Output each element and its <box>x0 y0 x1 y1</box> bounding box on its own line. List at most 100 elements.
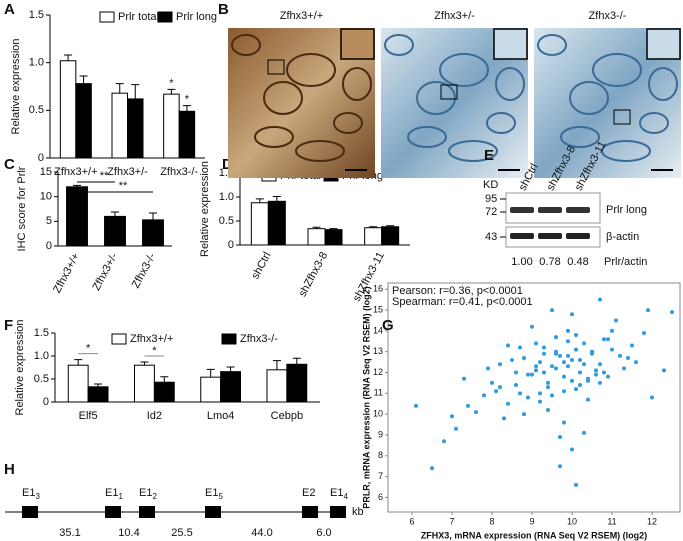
point <box>558 435 562 440</box>
marker-label: 43 <box>485 231 497 243</box>
point <box>414 403 418 408</box>
bar <box>163 93 180 159</box>
tissue <box>333 112 363 134</box>
error-bar <box>329 228 338 230</box>
band-label: Prlr long <box>606 204 647 216</box>
x-tick-label: Zfhx3+/+ <box>51 251 82 295</box>
tissue <box>342 67 372 101</box>
x-tick-label: Zfhx3-/- <box>160 166 198 178</box>
band <box>510 207 534 213</box>
point <box>570 378 574 383</box>
band <box>510 233 534 239</box>
x-tick-label: shZfhx3-8 <box>297 250 331 299</box>
y-axis-label: Relative expression <box>14 320 26 416</box>
unit-label: kb <box>352 506 364 518</box>
point <box>582 362 586 367</box>
error-bar <box>272 360 281 370</box>
point <box>606 374 610 379</box>
distance: 44.0 <box>251 527 272 539</box>
distance: 35.1 <box>59 527 80 539</box>
x-tick-label: 9 <box>529 516 534 526</box>
legend-swatch <box>99 11 115 23</box>
legend-swatch <box>111 333 127 345</box>
exon-label: E12 <box>139 487 157 501</box>
point <box>602 370 606 375</box>
zoom-box <box>267 59 285 75</box>
zoom-box <box>613 109 631 125</box>
bar <box>266 369 288 403</box>
point <box>602 337 606 342</box>
panel-label: F <box>4 317 13 334</box>
point <box>578 370 582 375</box>
error-bar <box>79 75 88 84</box>
tissue <box>601 140 651 162</box>
y-tick-label: 0.5 <box>29 104 44 116</box>
legend-label: Prlr total <box>118 11 159 23</box>
tissue <box>254 126 294 148</box>
point <box>530 372 534 377</box>
bar <box>59 60 77 159</box>
legend-label: Zfhx3-/- <box>240 333 278 345</box>
point <box>514 370 518 375</box>
panel-label: B <box>218 1 229 18</box>
point <box>498 385 502 390</box>
point <box>534 368 538 373</box>
distance: 10.4 <box>118 527 139 539</box>
x-tick-label: shCtrl <box>249 250 273 281</box>
error-bar <box>182 105 191 112</box>
significance: * <box>86 343 91 355</box>
point <box>558 353 562 358</box>
point <box>498 362 502 367</box>
bar <box>75 83 92 159</box>
marker-label: 72 <box>485 206 497 218</box>
tissue <box>537 34 567 56</box>
exon <box>139 506 155 518</box>
point <box>662 368 666 373</box>
significance: * <box>185 93 190 105</box>
inset <box>493 28 528 60</box>
point <box>494 389 498 394</box>
point <box>454 426 458 431</box>
tissue <box>439 53 489 87</box>
x-tick-label: Zfhx3+/- <box>107 166 148 178</box>
point <box>594 372 598 377</box>
error-bar <box>167 88 176 95</box>
exon-subscript: 3 <box>35 492 40 501</box>
point <box>566 364 570 369</box>
y-tick-label: 9 <box>378 429 383 439</box>
y-tick-label: 0 <box>228 239 234 251</box>
legend-label: Prlr long <box>176 11 217 23</box>
x-tick-label: 7 <box>449 516 454 526</box>
image-label: Zfhx3+/+ <box>280 10 323 22</box>
point <box>550 393 554 398</box>
point <box>582 430 586 435</box>
y-tick-label: 6 <box>378 492 383 502</box>
x-tick-label: Zfhx3+/- <box>91 251 121 293</box>
bar <box>66 186 88 247</box>
x-tick-label: Id2 <box>147 410 162 422</box>
point <box>486 366 490 371</box>
y-axis-label: PRLR, mRNA expression (RNA Seq V2 RSEM) … <box>361 286 371 508</box>
point <box>482 393 486 398</box>
point <box>642 330 646 335</box>
point <box>502 416 506 421</box>
error-bar <box>74 359 83 366</box>
y-axis-label: Relative expression <box>199 161 211 257</box>
significance: ** <box>100 170 109 182</box>
y-tick-label: 10 <box>40 191 52 203</box>
y-tick-label: 1.0 <box>29 57 44 69</box>
bar <box>134 364 155 403</box>
point <box>650 395 654 400</box>
error-bar <box>64 54 73 61</box>
y-tick-label: 1.5 <box>34 327 49 339</box>
point <box>570 312 574 317</box>
x-tick-label: 11 <box>607 516 616 526</box>
point <box>594 368 598 373</box>
panel-label: E <box>484 147 494 164</box>
point <box>626 355 630 360</box>
bar <box>200 376 222 403</box>
distance: 25.5 <box>171 527 192 539</box>
plot-frame <box>387 282 681 513</box>
bar <box>127 98 144 159</box>
